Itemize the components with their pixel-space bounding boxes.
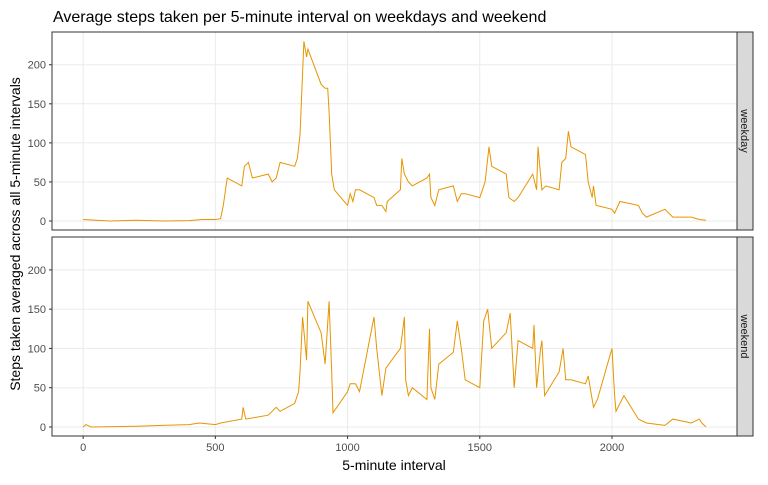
y-tick-label: 150 xyxy=(28,99,46,111)
chart-title: Average steps taken per 5-minute interva… xyxy=(53,9,546,26)
y-tick-label: 200 xyxy=(28,60,46,72)
panel-background xyxy=(52,32,737,230)
y-tick-label: 200 xyxy=(28,265,46,277)
strip xyxy=(736,31,754,231)
x-tick-label: 2000 xyxy=(600,442,624,454)
strip xyxy=(736,236,754,437)
x-tick-label: 500 xyxy=(206,442,224,454)
x-tick-label: 0 xyxy=(80,442,86,454)
y-tick-label: 0 xyxy=(40,422,46,434)
panel-background xyxy=(52,237,737,436)
x-axis-label: 5-minute interval xyxy=(342,457,446,473)
y-tick-label: 100 xyxy=(28,138,46,150)
y-tick-label: 50 xyxy=(34,383,46,395)
strip-label: weekend xyxy=(738,313,750,358)
y-tick-label: 50 xyxy=(34,177,46,189)
y-tick-label: 150 xyxy=(28,304,46,316)
y-axis-label: Steps taken averaged across all 5-minute… xyxy=(7,77,23,391)
x-tick-label: 1000 xyxy=(335,442,359,454)
x-tick-label: 1500 xyxy=(468,442,492,454)
data-line xyxy=(82,301,707,428)
y-tick-label: 100 xyxy=(28,343,46,355)
y-tick-label: 0 xyxy=(40,216,46,228)
strip-label: weekday xyxy=(738,108,750,153)
data-line xyxy=(83,41,706,222)
